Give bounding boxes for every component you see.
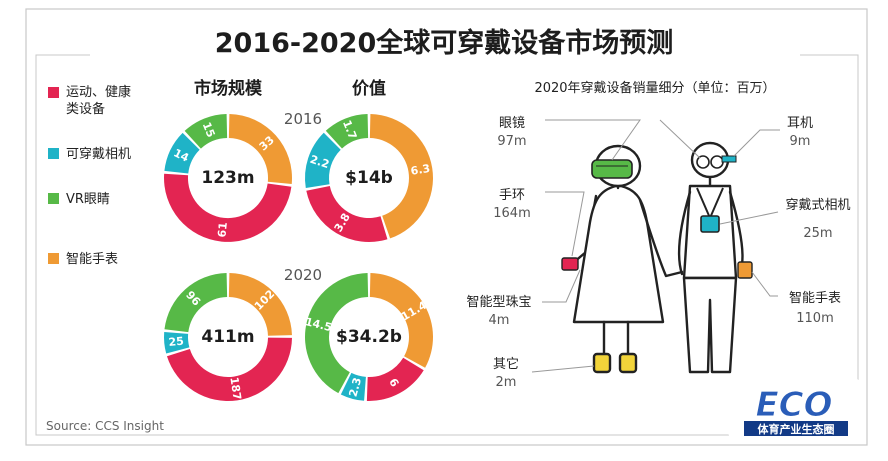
callout-line-other <box>531 365 595 373</box>
label-jewelry: 智能型珠宝 <box>466 295 531 310</box>
breakdown-title: 2020年穿戴设备销量细分（单位：百万） <box>534 80 775 96</box>
legend-swatch-sport <box>48 87 59 98</box>
woman-right-shoe <box>618 352 638 374</box>
slice-label-camera: 14 <box>171 146 191 164</box>
smart-watch <box>737 261 753 279</box>
donut-2020-value: 11.462.314.5$34.2b <box>304 273 433 401</box>
woman-dress <box>572 184 665 324</box>
frame <box>25 8 868 446</box>
callout-line-glasses <box>545 119 641 161</box>
logo-sub-band <box>744 421 848 436</box>
callout-line-watch <box>751 271 778 297</box>
couple-illustration <box>565 141 744 374</box>
slice-sport-health <box>166 337 292 402</box>
callout-line-jewelry <box>542 269 581 303</box>
label-watch: 智能手表 <box>789 291 841 306</box>
donut-center-label: 411m <box>201 327 254 347</box>
value-headphones: 9m <box>790 134 811 149</box>
slice-camera <box>340 372 366 401</box>
slice-smartwatch <box>228 114 292 184</box>
donut-center-label: $14b <box>345 168 393 188</box>
slice-vr <box>164 273 228 333</box>
year-2020-label: 2020 <box>284 266 322 284</box>
donut-center-label: 123m <box>201 168 254 188</box>
slice-sport-health <box>164 173 292 242</box>
slice-label-camera: 2.2 <box>308 153 331 171</box>
eco-logo: ECO 体育产业生态圈 <box>728 378 860 438</box>
label-camera: 穿戴式相机 <box>785 197 850 213</box>
logo-sub-text: 体育产业生态圈 <box>758 422 835 436</box>
slice-label-camera: 25 <box>168 335 184 349</box>
legend-label-watch: 智能手表 <box>66 252 118 267</box>
callout-line-band <box>545 191 585 257</box>
chart-title: 2016-2020全球可穿戴设备市场预测 <box>215 27 674 59</box>
slice-smartwatch <box>369 273 433 368</box>
slice-label-smartwatch: 6.3 <box>410 162 431 178</box>
slice-smartwatch <box>228 273 292 336</box>
legend-label-vr: VR眼睛 <box>66 192 110 207</box>
logo-main-text: ECO <box>755 385 832 425</box>
slice-camera <box>164 132 200 174</box>
callout-labels: 眼镜 97m 耳机 9m 手环 164m 穿戴式相机 25m 智能型珠宝 4m … <box>466 116 850 390</box>
wearable-items <box>561 155 753 279</box>
slice-label-vr: 14.5 <box>304 315 333 334</box>
legend: 运动、健康 类设备 可穿戴相机 VR眼睛 智能手表 <box>48 84 131 267</box>
value-jewelry: 4m <box>489 313 510 328</box>
man-right-arm <box>728 190 744 266</box>
slice-label-vr: 15 <box>200 120 218 139</box>
slice-label-sport-health: 61 <box>215 221 230 238</box>
woman-left-shoe <box>592 352 612 374</box>
wearable-camera <box>700 215 720 233</box>
value-glasses: 97m <box>497 134 526 149</box>
label-other: 其它 <box>493 356 519 372</box>
fitness-band <box>561 257 579 271</box>
legend-label-camera: 可穿戴相机 <box>66 146 131 162</box>
slice-label-sport-health: 187 <box>227 376 243 401</box>
slice-vr <box>305 273 369 394</box>
man-glasses-left <box>696 155 710 169</box>
value-watch: 110m <box>796 311 833 326</box>
vr-goggles <box>591 159 633 179</box>
value-camera: 25m <box>803 226 832 241</box>
donut-2016-value: 6.33.82.21.7$14b <box>304 114 433 242</box>
section-size-heading: 市场规模 <box>194 78 263 99</box>
slice-camera <box>163 332 190 354</box>
woman-right-arm <box>638 198 684 278</box>
slice-sport-health <box>366 357 424 401</box>
legend-swatch-vr <box>48 193 59 204</box>
year-2016-label: 2016 <box>284 110 322 128</box>
section-value-heading: 价值 <box>352 78 386 99</box>
callout-line-headphones <box>733 129 780 157</box>
slice-camera <box>304 132 341 189</box>
legend-label-sport: 运动、健康 <box>66 84 131 100</box>
callout-line-camera <box>719 211 779 225</box>
legend-label-sport-line2: 类设备 <box>66 101 105 117</box>
value-band: 164m <box>493 206 530 221</box>
man-left-arm <box>677 190 692 276</box>
legend-swatch-watch <box>48 253 59 264</box>
callout-line-glasses-2 <box>659 119 701 159</box>
legend-swatch-camera <box>48 148 59 159</box>
label-glasses: 眼镜 <box>499 116 525 131</box>
value-other: 2m <box>496 375 517 390</box>
source-note: Source: CCS Insight <box>46 419 164 433</box>
donut-center-label: $34.2b <box>336 327 402 347</box>
slice-sport-health <box>306 186 388 242</box>
slice-vr <box>184 114 228 149</box>
slice-label-camera: 2.3 <box>346 376 364 398</box>
slice-smartwatch <box>369 114 433 239</box>
callout-lines <box>531 119 780 373</box>
label-headphones: 耳机 <box>787 116 813 131</box>
man-glasses-right <box>710 155 724 169</box>
label-band: 手环 <box>499 188 525 203</box>
man-legs <box>682 276 738 374</box>
slice-vr <box>325 114 369 149</box>
title-backdrop <box>90 34 800 66</box>
smart-glasses-module <box>721 155 737 163</box>
